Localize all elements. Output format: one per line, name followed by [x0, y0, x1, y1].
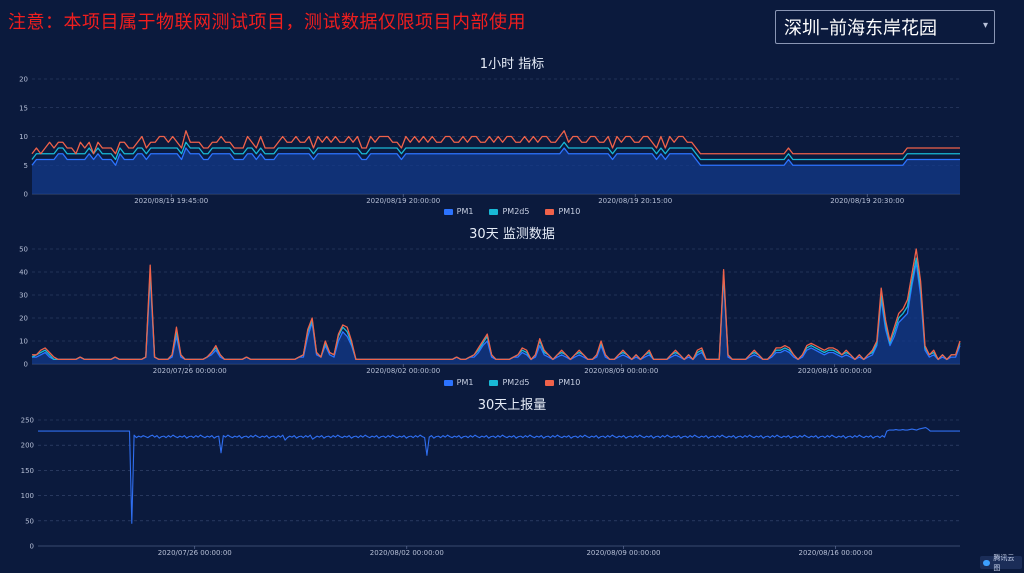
legend-item-pm10[interactable]: PM10: [545, 207, 580, 216]
chart2-legend: PM1 PM2d5 PM10: [0, 378, 1024, 387]
x-tick-label: 2020/08/19 20:15:00: [598, 197, 672, 205]
notice-banner: 注意：本项目属于物联网测试项目，测试数据仅限项目内部使用: [8, 12, 526, 33]
legend-item-pm2d5[interactable]: PM2d5: [489, 378, 529, 387]
x-tick-label: 2020/08/19 20:30:00: [830, 197, 904, 205]
y-tick-label: 10: [19, 133, 28, 141]
y-tick-label: 200: [21, 442, 34, 450]
x-tick-label: 2020/08/19 19:45:00: [134, 197, 208, 205]
y-tick-label: 50: [19, 246, 28, 254]
x-tick-label: 2020/07/26 00:00:00: [158, 549, 232, 557]
y-tick-label: 15: [19, 104, 28, 112]
cloud-icon: [983, 559, 991, 566]
legend-item-pm1[interactable]: PM1: [443, 378, 473, 387]
series-line-report: [38, 427, 960, 524]
x-tick-label: 2020/08/09 00:00:00: [586, 549, 660, 557]
x-tick-label: 2020/08/09 00:00:00: [584, 367, 658, 375]
x-tick-label: 2020/08/16 00:00:00: [798, 367, 872, 375]
series-line-pm1: [32, 262, 961, 361]
y-tick-label: 100: [21, 492, 34, 500]
y-tick-label: 0: [24, 361, 28, 369]
x-tick-label: 2020/08/16 00:00:00: [799, 549, 873, 557]
series-line-pm2d5: [31, 257, 961, 361]
legend-item-pm1[interactable]: PM1: [443, 207, 473, 216]
chevron-down-icon: ▾: [982, 20, 988, 31]
y-tick-label: 5: [24, 162, 28, 170]
chart2-title: 30天 监测数据: [469, 227, 555, 242]
y-tick-label: 20: [19, 315, 28, 323]
y-tick-label: 150: [21, 467, 34, 475]
x-tick-label: 2020/08/02 00:00:00: [366, 367, 440, 375]
series-line-pm10: [31, 130, 960, 155]
x-tick-label: 2020/07/26 00:00:00: [153, 367, 227, 375]
y-tick-label: 250: [21, 417, 34, 425]
chart-1hour: 0 5 10 15 20 2020/08/19 19:45:00 2020/08/19 20…: [19, 76, 960, 205]
y-tick-label: 20: [19, 76, 28, 84]
y-tick-label: 30: [19, 292, 28, 300]
y-tick-label: 40: [19, 269, 28, 277]
x-tick-label: 2020/08/02 00:00:00: [370, 549, 444, 557]
y-tick-label: 50: [25, 517, 34, 525]
y-tick-label: 0: [30, 543, 34, 551]
chart1-title: 1小时 指标: [479, 57, 545, 72]
series-area-pm1: [32, 148, 960, 194]
y-tick-label: 10: [19, 338, 28, 346]
chart-30day: 0 10 20 30 40 50 2020/07/26 00:00:00 2020/08/02…: [19, 246, 961, 375]
location-select[interactable]: 深圳–前海东岸花园 ▾: [775, 10, 995, 44]
series-line-pm2d5: [31, 141, 960, 161]
chart1-legend: PM1 PM2d5 PM10: [0, 207, 1024, 216]
y-tick-label: 0: [24, 191, 28, 199]
chart-report-count: 0 50 100 150 200 250 2020/07/26 00:00:00 2020/0…: [21, 417, 960, 557]
brand-badge: 腾讯云图: [980, 554, 1022, 572]
chart3-title: 30天上报量: [477, 398, 547, 413]
legend-item-pm2d5[interactable]: PM2d5: [489, 207, 529, 216]
legend-item-pm10[interactable]: PM10: [545, 378, 580, 387]
series-line-pm1: [31, 147, 960, 166]
x-tick-label: 2020/08/19 20:00:00: [366, 197, 440, 205]
location-select-value: 深圳–前海东岸花园: [784, 18, 937, 39]
series-line-pm10: [32, 248, 961, 361]
